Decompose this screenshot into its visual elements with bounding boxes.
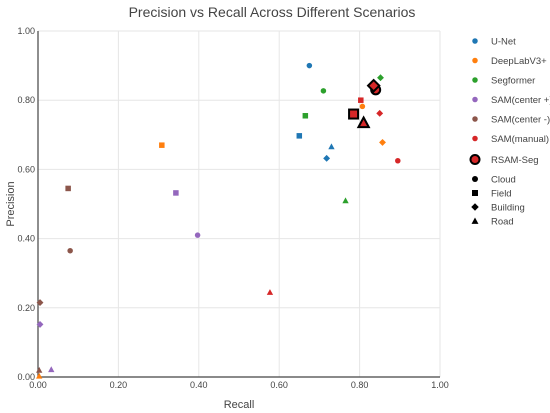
legend-item-sam-manual[interactable]: SAM(manual)	[472, 134, 549, 145]
data-point-sam-manual-cloud	[395, 158, 401, 164]
x-tick-label: 0.00	[29, 380, 47, 390]
data-point-u-net-cloud	[306, 62, 313, 69]
legend-label: SAM(center -)	[491, 115, 550, 126]
legend-swatch	[472, 77, 478, 83]
legend-swatch	[472, 57, 478, 64]
x-tick-label: 0.20	[110, 380, 128, 390]
data-point-sam-center-field	[65, 185, 71, 192]
data-point-sam-center-field	[173, 190, 179, 196]
y-tick-label: 0.60	[17, 164, 35, 174]
legend-label: U-Net	[491, 37, 516, 48]
legend-swatch	[472, 38, 478, 44]
axes	[37, 31, 440, 378]
chart-title: Precision vs Recall Across Different Sce…	[129, 4, 416, 20]
x-tick-label: 0.60	[270, 380, 288, 390]
legend-swatch	[469, 154, 481, 165]
data-point-sam-center-road	[48, 366, 55, 373]
legend-item-u-net[interactable]: U-Net	[472, 37, 516, 48]
x-tick-label: 0.40	[190, 380, 208, 390]
data-point-sam-center-road	[36, 366, 43, 373]
data-point-sam-manual-road	[266, 289, 274, 295]
y-tick-label: 0.20	[17, 303, 35, 313]
legend-item-deeplabv3[interactable]: DeepLabV3+	[472, 56, 547, 67]
x-tick-label: 1.00	[431, 380, 449, 390]
legend-swatch	[472, 135, 478, 142]
y-axis-title: Precision	[5, 181, 17, 226]
data-point-deeplabv3-road	[36, 372, 43, 379]
data-point-deeplabv3-building	[379, 138, 386, 146]
data-point-sam-manual-field	[358, 97, 364, 103]
legend-swatch	[472, 96, 478, 103]
legend-diamond-symbol	[471, 203, 479, 211]
x-tick-labels: 0.00 0.20 0.40 0.60 0.80 1.00	[29, 380, 449, 390]
legend-item-sam-center[interactable]: SAM(center -)	[472, 115, 550, 126]
legend-item-building[interactable]: Building	[471, 203, 525, 214]
data-point-sam-center-cloud	[194, 232, 201, 238]
data-point-deeplabv3-field	[159, 142, 165, 148]
y-tick-label: 1.00	[17, 26, 35, 36]
y-tick-labels: 0.00 0.20 0.40 0.60 0.80 1.00	[17, 26, 35, 382]
legend-item-cloud[interactable]: Cloud	[472, 175, 516, 186]
y-tick-label: 0.00	[17, 372, 35, 382]
data-point-rsam-seg-building	[366, 78, 381, 93]
legend-swatch	[472, 116, 478, 122]
data-point-u-net-field	[296, 133, 303, 139]
legend-item-field[interactable]: Field	[472, 189, 512, 200]
legend-circle-symbol	[472, 176, 478, 182]
data-point-rsam-seg-field	[348, 108, 360, 120]
legend-item-road[interactable]: Road	[471, 217, 514, 228]
data-point-rsam-seg-road	[356, 115, 371, 129]
legend-label: DeepLabV3+	[491, 56, 547, 67]
legend-triangle-symbol	[471, 217, 479, 224]
data-point-sam-center-cloud	[67, 247, 73, 254]
legend-item-segformer[interactable]: Segformer	[472, 76, 535, 87]
legend-label: Cloud	[491, 175, 516, 186]
y-tick-label: 0.80	[17, 95, 35, 105]
data-points	[36, 62, 401, 379]
data-point-segformer-building	[377, 74, 384, 82]
grid-lines	[38, 30, 441, 377]
data-point-sam-center-building	[36, 320, 44, 328]
data-point-segformer-road	[342, 197, 349, 204]
data-point-sam-center-building	[36, 299, 44, 307]
data-point-segformer-field	[302, 113, 309, 119]
x-tick-label: 0.80	[351, 380, 369, 390]
y-tick-label: 0.40	[17, 234, 35, 244]
legend[interactable]: U-Net DeepLabV3+ Segformer SAM(center +) SAM…	[469, 37, 550, 228]
data-point-deeplabv3-cloud	[359, 103, 366, 110]
legend-label: RSAM-Seg	[491, 155, 539, 166]
legend-label: Building	[491, 203, 525, 214]
legend-label: Field	[491, 189, 512, 200]
data-point-segformer-cloud	[320, 88, 327, 94]
legend-item-sam-center[interactable]: SAM(center +)	[472, 95, 550, 106]
legend-label: SAM(center +)	[491, 95, 550, 106]
legend-label: SAM(manual)	[491, 134, 549, 145]
legend-item-rsam-seg[interactable]: RSAM-Seg	[469, 154, 539, 166]
legend-square-symbol	[472, 190, 478, 196]
x-axis-title: Recall	[224, 399, 255, 411]
data-point-u-net-road	[328, 143, 335, 150]
legend-label: Segformer	[491, 76, 535, 87]
data-point-u-net-building	[323, 154, 331, 162]
data-point-sam-manual-building	[376, 109, 384, 117]
legend-label: Road	[491, 217, 514, 228]
